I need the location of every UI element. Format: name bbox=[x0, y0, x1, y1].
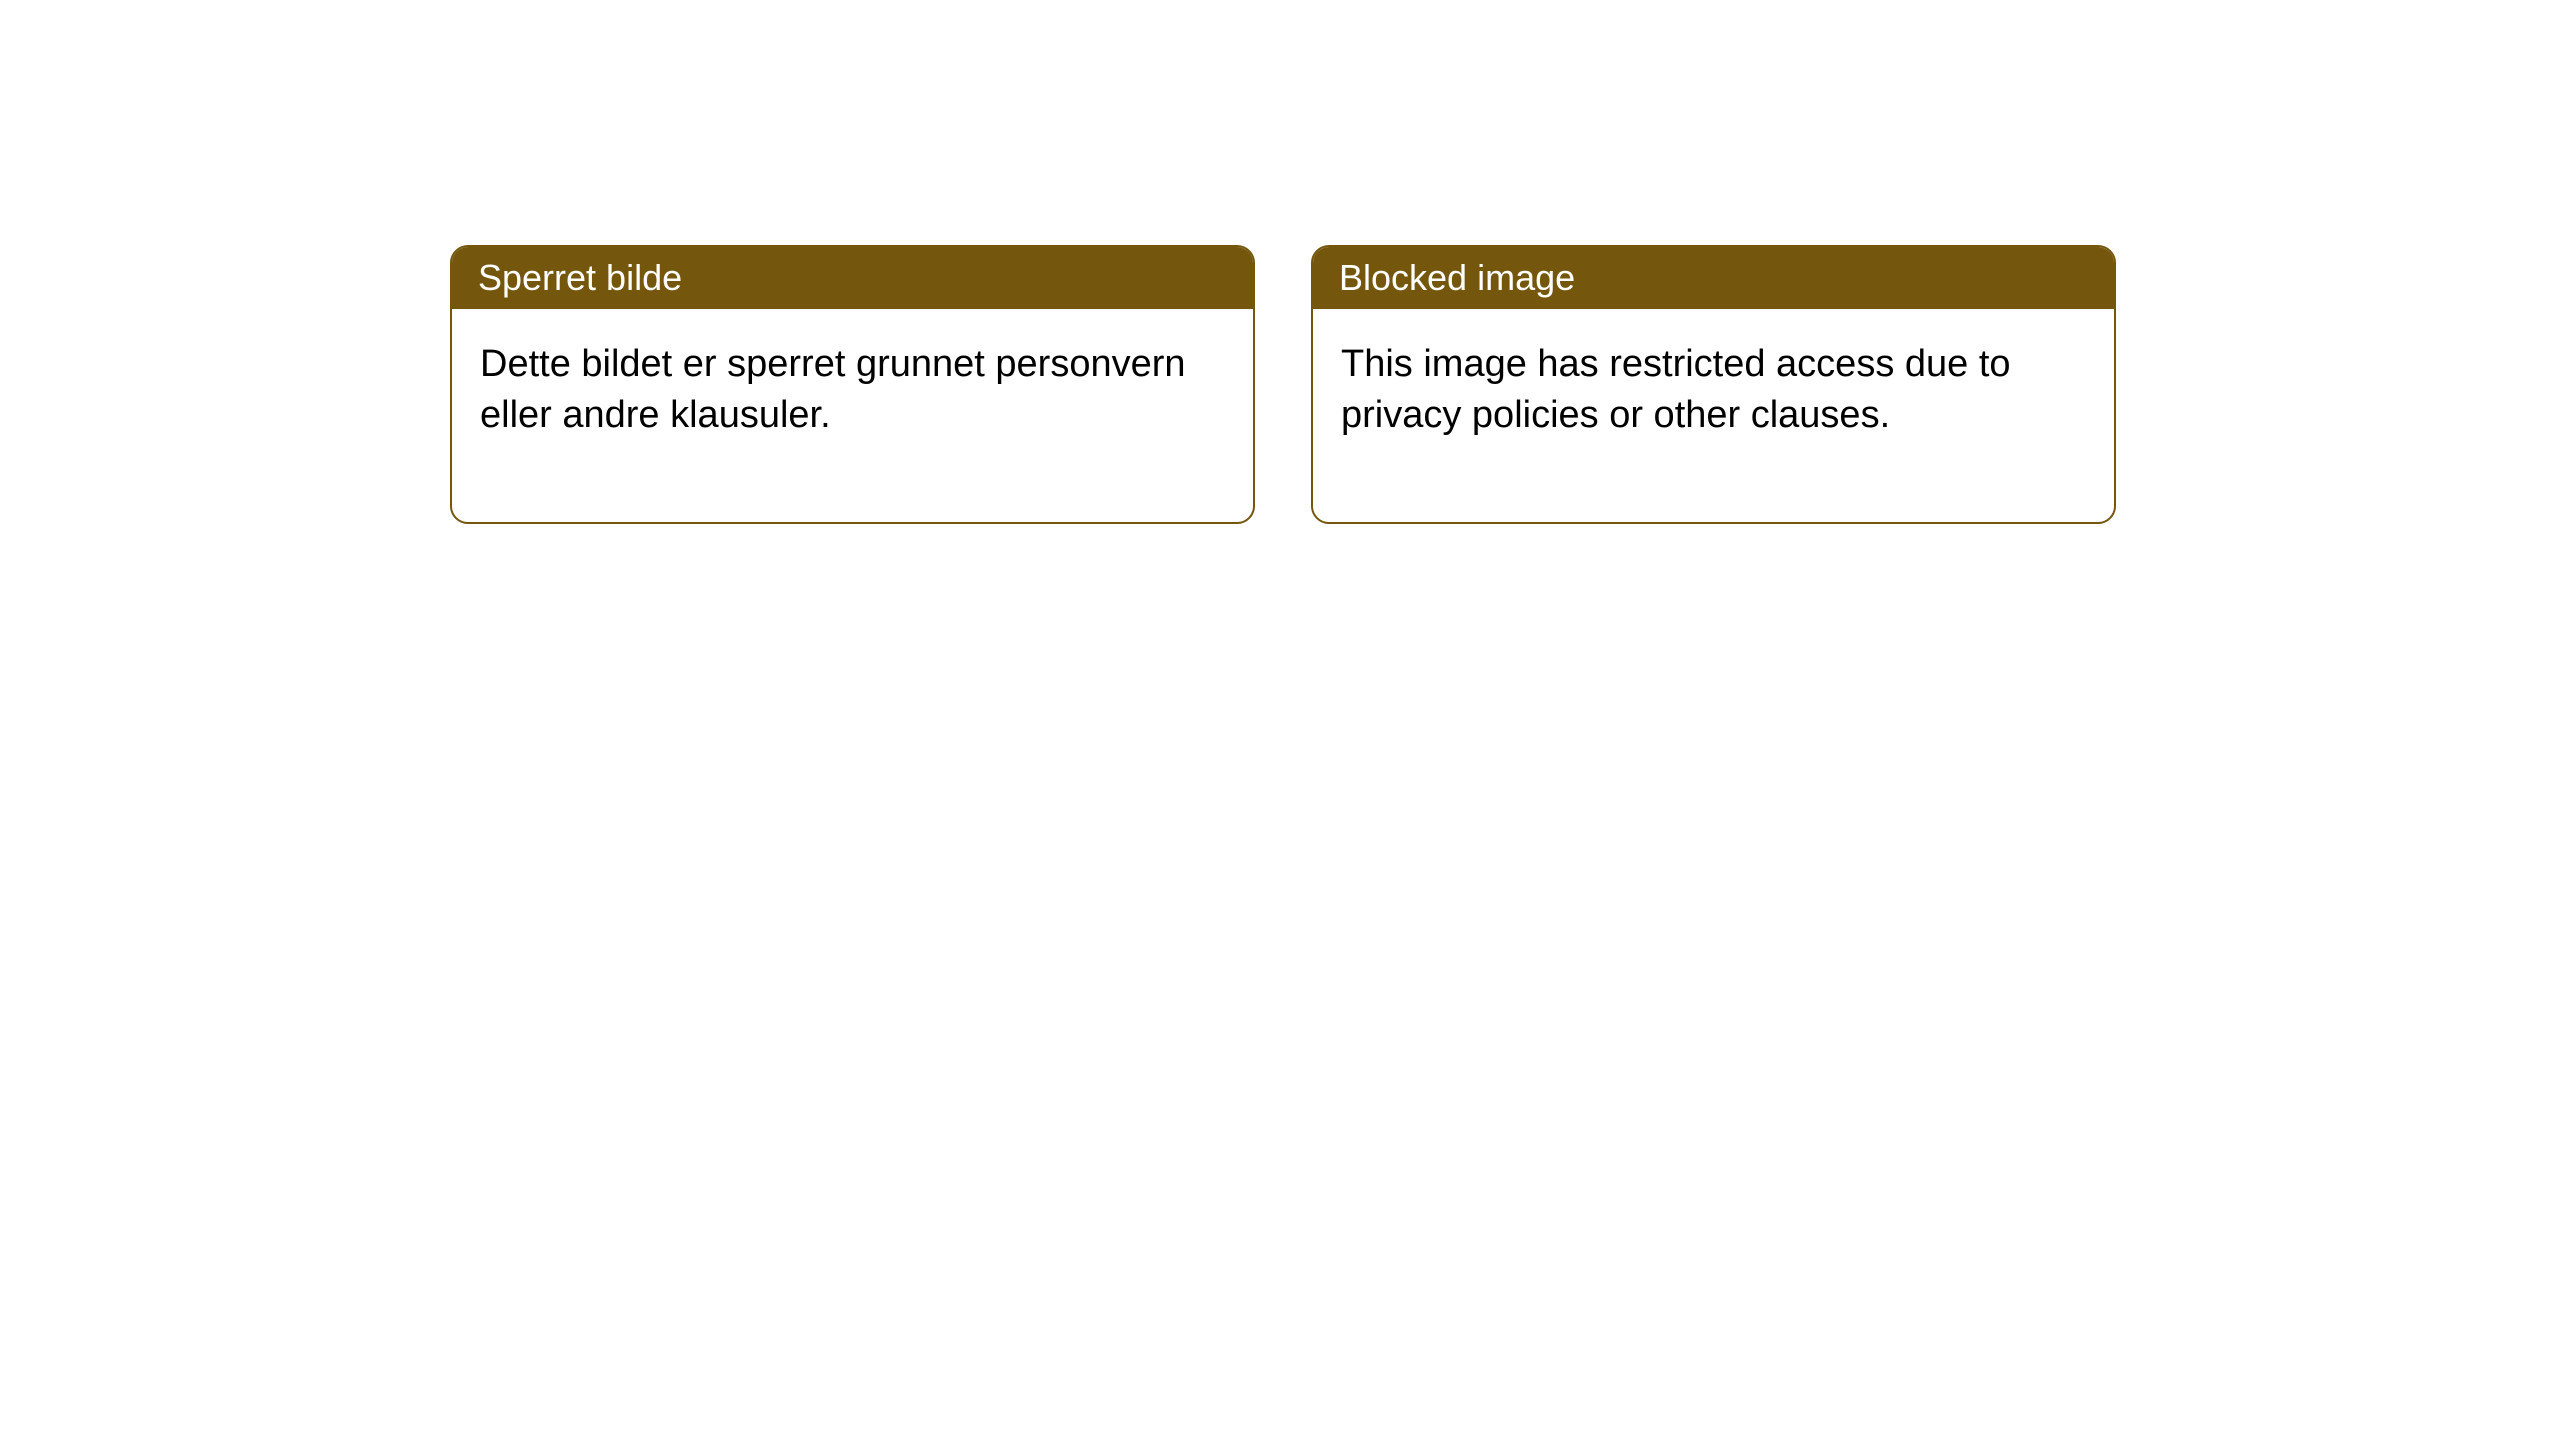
notice-header: Sperret bilde bbox=[452, 247, 1253, 309]
notice-header: Blocked image bbox=[1313, 247, 2114, 309]
notice-body-text: This image has restricted access due to … bbox=[1341, 343, 2011, 436]
notice-container: Sperret bilde Dette bildet er sperret gr… bbox=[0, 0, 2560, 524]
notice-card-norwegian: Sperret bilde Dette bildet er sperret gr… bbox=[450, 245, 1255, 524]
notice-title: Blocked image bbox=[1339, 257, 1575, 298]
notice-title: Sperret bilde bbox=[478, 257, 682, 298]
notice-card-english: Blocked image This image has restricted … bbox=[1311, 245, 2116, 524]
notice-body-text: Dette bildet er sperret grunnet personve… bbox=[480, 343, 1186, 436]
notice-body: This image has restricted access due to … bbox=[1313, 309, 2114, 522]
notice-body: Dette bildet er sperret grunnet personve… bbox=[452, 309, 1253, 522]
